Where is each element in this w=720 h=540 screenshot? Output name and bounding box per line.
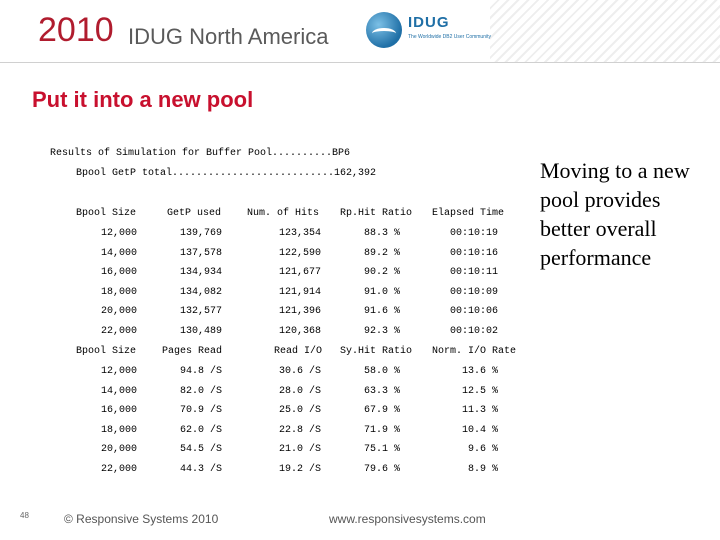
table-header-cell: Num. of Hits — [247, 208, 320, 219]
idug-logo: IDUG The Worldwide DB2 User Community — [366, 10, 496, 50]
slide-header: 2010 IDUG North America IDUG The Worldwi… — [0, 0, 720, 62]
footer-copyright: © Responsive Systems 2010 — [64, 512, 219, 526]
table-cell: 91.0 % — [363, 286, 400, 298]
table-cell: 00:10:02 — [449, 326, 498, 337]
table-cell: 91.6 % — [363, 306, 400, 318]
table-cell: 130,489 — [179, 326, 222, 337]
table-cell: 22,000 — [100, 326, 137, 337]
table-cell: 134,934 — [179, 267, 222, 279]
table-cell: 79.6 % — [363, 464, 400, 475]
table-cell: 13.6 % — [461, 366, 498, 377]
table-cell: 11.3 % — [461, 405, 498, 417]
table-cell: 12,000 — [100, 366, 137, 377]
table-cell: 82.0 /S — [179, 385, 222, 397]
header-divider — [0, 62, 720, 63]
table-cell: 71.9 % — [363, 424, 400, 436]
table-cell: 00:10:09 — [449, 286, 498, 298]
table-cell: 22,000 — [100, 464, 137, 475]
table-header-cell: Rp.Hit Ratio — [340, 208, 413, 219]
slide-title: Put it into a new pool — [32, 87, 254, 112]
table-cell: 25.0 /S — [278, 405, 321, 417]
table-cell: 10.4 % — [461, 424, 498, 436]
table-cell: 58.0 % — [363, 366, 400, 377]
table-cell: 92.3 % — [363, 326, 400, 337]
table-header-cell: GetP used — [167, 208, 222, 219]
simulation-title: Results of Simulation for Buffer Pool...… — [50, 148, 351, 159]
table-header-cell: Bpool Size — [76, 208, 137, 219]
table-cell: 44.3 /S — [179, 464, 222, 475]
table-cell: 14,000 — [100, 247, 137, 259]
table-cell: 00:10:06 — [449, 306, 498, 318]
table-cell: 16,000 — [100, 267, 137, 279]
table-cell: 121,677 — [278, 267, 321, 279]
table-cell: 134,082 — [179, 286, 222, 298]
table-cell: 139,769 — [179, 228, 222, 239]
table-cell: 63.3 % — [363, 385, 400, 397]
logo-name: IDUG — [408, 14, 450, 31]
table-header-cell: Bpool Size — [76, 346, 137, 357]
table-cell: 67.9 % — [363, 405, 400, 417]
table-cell: 20,000 — [100, 444, 137, 456]
page-number: 48 — [20, 511, 29, 520]
table-cell: 22.8 /S — [278, 424, 321, 436]
table-header-cell: Read I/O — [274, 346, 323, 357]
table-cell: 9.6 % — [467, 444, 498, 456]
table-cell: 137,578 — [179, 247, 222, 259]
table-cell: 123,354 — [278, 228, 321, 239]
table-cell: 30.6 /S — [278, 366, 321, 377]
table-header-cell: Sy.Hit Ratio — [340, 346, 413, 357]
table-cell: 94.8 /S — [179, 366, 222, 377]
table-cell: 14,000 — [100, 385, 137, 397]
table-cell: 00:10:11 — [449, 267, 498, 279]
bpool-getp-total: Bpool GetP total........................… — [76, 168, 377, 179]
table-cell: 8.9 % — [467, 464, 498, 475]
table-cell: 121,914 — [278, 286, 321, 298]
table-header-cell: Pages Read — [162, 346, 223, 357]
table-cell: 20,000 — [100, 306, 137, 318]
table-cell: 54.5 /S — [179, 444, 222, 456]
table-cell: 132,577 — [179, 306, 222, 318]
table-cell: 89.2 % — [363, 247, 400, 259]
table-header-cell: Norm. I/O Rate — [432, 346, 517, 357]
table-cell: 90.2 % — [363, 267, 400, 279]
header-pattern — [490, 0, 720, 62]
footer-url: www.responsivesystems.com — [329, 512, 486, 526]
table-cell: 21.0 /S — [278, 444, 321, 456]
table-cell: 75.1 % — [363, 444, 400, 456]
table-cell: 19.2 /S — [278, 464, 321, 475]
table-cell: 16,000 — [100, 405, 137, 417]
table-cell: 122,590 — [278, 247, 321, 259]
table-cell: 120,368 — [278, 326, 321, 337]
side-note: Moving to a new pool provides better ove… — [540, 158, 690, 270]
header-year: 2010 — [38, 11, 114, 49]
table-cell: 12.5 % — [461, 385, 498, 397]
table-cell: 00:10:19 — [449, 228, 498, 239]
table-cell: 12,000 — [100, 228, 137, 239]
globe-icon — [366, 12, 402, 48]
table-header-cell: Elapsed Time — [432, 208, 505, 219]
table-cell: 62.0 /S — [179, 424, 222, 436]
table-cell: 18,000 — [100, 424, 137, 436]
table-cell: 70.9 /S — [179, 405, 222, 417]
table-cell: 28.0 /S — [278, 385, 321, 397]
table-cell: 88.3 % — [363, 228, 400, 239]
table-cell: 121,396 — [278, 306, 321, 318]
logo-tagline: The Worldwide DB2 User Community — [408, 34, 491, 40]
table-cell: 18,000 — [100, 286, 137, 298]
table-cell: 00:10:16 — [449, 247, 498, 259]
header-conference-name: IDUG North America — [128, 24, 329, 49]
